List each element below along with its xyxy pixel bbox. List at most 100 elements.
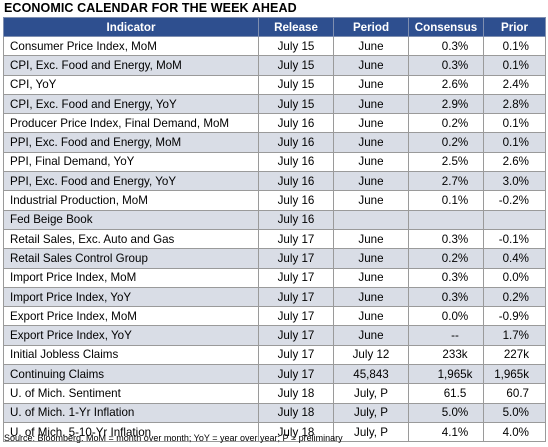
- column-header-indicator: Indicator: [3, 17, 259, 37]
- cell-consensus: 2.7%: [408, 171, 484, 192]
- cell-consensus: 0.3%: [408, 35, 484, 57]
- cell-release: July 18: [258, 402, 334, 423]
- cell-release: July 15: [258, 35, 334, 57]
- table-row: CPI, YoY July 15 June 2.6% 2.4%: [3, 74, 546, 95]
- cell-consensus: 233k: [408, 344, 484, 366]
- cell-indicator: U. of Mich. 1-Yr Inflation: [3, 402, 259, 423]
- cell-period: June: [333, 228, 409, 250]
- column-header-release: Release: [258, 17, 334, 37]
- cell-period: [333, 209, 409, 230]
- table-row: Continuing Claims July 17 45,843 1,965k 1,96…: [3, 364, 546, 385]
- cell-consensus: 2.5%: [408, 151, 484, 173]
- cell-indicator: Export Price Index, YoY: [3, 325, 259, 346]
- cell-indicator: Consumer Price Index, MoM: [3, 35, 259, 57]
- cell-consensus: 0.1%: [408, 190, 484, 211]
- column-header-prior: Prior: [483, 17, 546, 37]
- economic-calendar-table: Indicator Release Period Consensus Prior…: [3, 17, 546, 443]
- cell-release: July 17: [258, 344, 334, 366]
- table-row: Producer Price Index, Final Demand, MoM J…: [3, 113, 546, 134]
- cell-indicator: Retail Sales Control Group: [3, 248, 259, 269]
- cell-prior: 0.2%: [483, 286, 546, 308]
- cell-consensus: 5.0%: [408, 402, 484, 423]
- cell-release: July 15: [258, 93, 334, 115]
- cell-indicator: CPI, Exc. Food and Energy, MoM: [3, 55, 259, 76]
- table-row: CPI, Exc. Food and Energy, YoY July 15 Jun…: [3, 93, 546, 115]
- cell-release: July 17: [258, 364, 334, 385]
- table-row: Initial Jobless Claims July 17 July 12 233k…: [3, 344, 546, 366]
- cell-period: June: [333, 93, 409, 115]
- cell-release: July 16: [258, 132, 334, 153]
- cell-prior: -0.1%: [483, 228, 546, 250]
- cell-period: June: [333, 74, 409, 95]
- cell-prior: 2.6%: [483, 151, 546, 173]
- cell-prior: 0.1%: [483, 55, 546, 76]
- cell-prior: -0.9%: [483, 306, 546, 327]
- cell-consensus: 0.2%: [408, 248, 484, 269]
- cell-release: July 17: [258, 306, 334, 327]
- cell-prior: -0.2%: [483, 190, 546, 211]
- table-row: U. of Mich. Sentiment July 18 July, P 61.5 6…: [3, 383, 546, 404]
- cell-indicator: PPI, Exc. Food and Energy, YoY: [3, 171, 259, 192]
- cell-prior: 60.7: [483, 383, 546, 404]
- cell-consensus: [408, 209, 484, 230]
- cell-indicator: Import Price Index, YoY: [3, 286, 259, 308]
- cell-release: July 15: [258, 74, 334, 95]
- cell-indicator: Industrial Production, MoM: [3, 190, 259, 211]
- cell-release: July 17: [258, 248, 334, 269]
- cell-release: July 18: [258, 383, 334, 404]
- cell-release: July 17: [258, 325, 334, 346]
- cell-period: June: [333, 325, 409, 346]
- cell-prior: 3.0%: [483, 171, 546, 192]
- cell-indicator: CPI, Exc. Food and Energy, YoY: [3, 93, 259, 115]
- cell-consensus: 0.2%: [408, 132, 484, 153]
- cell-consensus: 0.3%: [408, 55, 484, 76]
- cell-prior: 0.4%: [483, 248, 546, 269]
- cell-period: July, P: [333, 383, 409, 404]
- cell-period: June: [333, 286, 409, 308]
- cell-consensus: 2.6%: [408, 74, 484, 95]
- table-row: Export Price Index, YoY July 17 June -- 1.7%: [3, 325, 546, 346]
- cell-prior: [483, 209, 546, 230]
- table-row: Import Price Index, MoM July 17 June 0.3% 0.…: [3, 267, 546, 288]
- cell-consensus: 4.1%: [408, 421, 484, 443]
- cell-prior: 5.0%: [483, 402, 546, 423]
- cell-period: June: [333, 55, 409, 76]
- table-row: Import Price Index, YoY July 17 June 0.3% 0.…: [3, 286, 546, 308]
- cell-indicator: Import Price Index, MoM: [3, 267, 259, 288]
- cell-release: July 15: [258, 55, 334, 76]
- cell-period: July, P: [333, 402, 409, 423]
- cell-indicator: U. of Mich. Sentiment: [3, 383, 259, 404]
- cell-indicator: Producer Price Index, Final Demand, MoM: [3, 113, 259, 134]
- cell-prior: 2.8%: [483, 93, 546, 115]
- table-row: U. of Mich. 1-Yr Inflation July 18 July, P…: [3, 402, 546, 423]
- cell-consensus: 0.0%: [408, 306, 484, 327]
- table-row: Fed Beige Book July 16: [3, 209, 546, 230]
- cell-period: June: [333, 151, 409, 173]
- cell-prior: 0.1%: [483, 35, 546, 57]
- source-note: Source: Bloomberg. MoM = month over mont…: [4, 433, 343, 443]
- column-header-consensus: Consensus: [408, 17, 484, 37]
- cell-consensus: 1,965k: [408, 364, 484, 385]
- calendar-title: ECONOMIC CALENDAR FOR THE WEEK AHEAD: [4, 1, 297, 15]
- cell-release: July 16: [258, 151, 334, 173]
- cell-prior: 2.4%: [483, 74, 546, 95]
- cell-indicator: U. of Mich. 5-10-Yr Inflation: [3, 421, 259, 443]
- table-row: Consumer Price Index, MoM July 15 June 0.3%…: [3, 35, 546, 57]
- cell-prior: 1,965k: [483, 364, 546, 385]
- table-row: Retail Sales Control Group July 17 June 0.2…: [3, 248, 546, 269]
- cell-release: July 17: [258, 228, 334, 250]
- cell-period: June: [333, 132, 409, 153]
- cell-release: July 16: [258, 113, 334, 134]
- cell-release: July 17: [258, 267, 334, 288]
- cell-release: July 16: [258, 209, 334, 230]
- cell-consensus: 0.3%: [408, 267, 484, 288]
- table-row: PPI, Final Demand, YoY July 16 June 2.5% 2.6…: [3, 151, 546, 173]
- cell-prior: 1.7%: [483, 325, 546, 346]
- table-row: Industrial Production, MoM July 16 June 0.1…: [3, 190, 546, 211]
- table-row: PPI, Exc. Food and Energy, MoM July 16 Jun…: [3, 132, 546, 153]
- cell-period: July, P: [333, 421, 409, 443]
- cell-prior: 0.1%: [483, 132, 546, 153]
- column-header-period: Period: [333, 17, 409, 37]
- cell-period: June: [333, 171, 409, 192]
- cell-indicator: PPI, Final Demand, YoY: [3, 151, 259, 173]
